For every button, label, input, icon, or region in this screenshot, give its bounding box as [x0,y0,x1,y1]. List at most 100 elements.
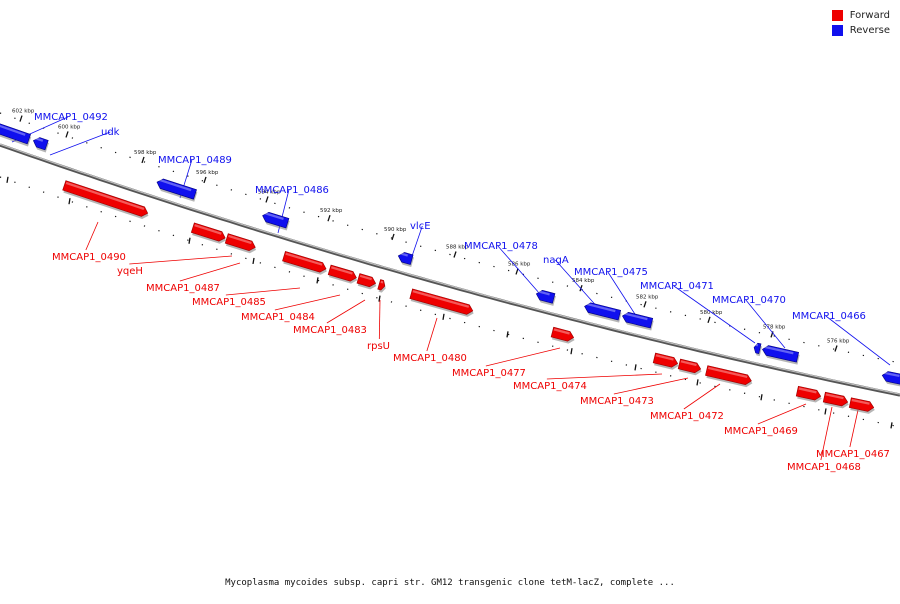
scale-dots-below [0,176,900,428]
scale-tick: 582 kbp [636,294,659,308]
gene-label-mmcap1-0475[interactable]: MMCAP1_0475 [574,267,648,278]
scale-tick-label: 576 kbp [827,339,850,345]
gene-yqeh[interactable] [190,222,229,245]
scale-minor-tick [252,257,255,265]
scale-tick-label: 578 kbp [763,324,786,330]
gene-mmcap1-0467[interactable] [848,397,876,415]
scale-minor-tick [506,331,509,338]
scale-tick-label: 582 kbp [636,294,659,300]
gene-label-mmcap1-0473[interactable]: MMCAP1_0473 [580,396,654,407]
gene-mmcap1-0486[interactable] [260,211,290,231]
gene-mmcap1-0472[interactable] [705,365,754,389]
gene-label-mmcap1-0477[interactable]: MMCAP1_0477 [452,368,526,379]
gene-mmcap1-0480[interactable] [409,288,475,318]
scale-minor-tick [570,348,573,355]
gene-label-mmcap1-0487[interactable]: MMCAP1_0487 [146,283,220,294]
scale-minor-tick [316,277,319,284]
scale-tick: 594 kbp [258,189,281,203]
gene-label-mmcap1-0466[interactable]: MMCAP1_0466 [792,311,866,322]
gene-mmcap1-0485[interactable] [282,250,329,276]
scale-minor-tick [6,176,9,183]
legend-forward-swatch [831,10,843,21]
legend-reverse-swatch [831,25,843,36]
gene-label-mmcap1-0483[interactable]: MMCAP1_0483 [293,325,367,336]
gene-mmcap1-0475[interactable] [621,311,655,331]
gene-mmcap1-0487[interactable] [224,233,259,255]
gene-label-udk[interactable]: udk [101,127,120,138]
leader-mmcap1-0485 [225,287,301,296]
scale-minor-tick [68,198,71,205]
gene-mmcap1-0466[interactable] [881,370,900,388]
scale-minor-tick [696,379,699,386]
leader-mmcap1-0484 [274,294,341,311]
leader-naga [555,259,601,311]
scale-tick: 586 kbp [508,261,531,275]
scale-tick: 580 kbp [700,310,723,324]
scale-minor-tick [890,422,893,429]
scale-dots-above [0,112,900,364]
gene-label-mmcap1-0480[interactable]: MMCAP1_0480 [393,353,467,364]
gene-label-mmcap1-0486[interactable]: MMCAP1_0486 [255,185,329,196]
leader-mmcap1-0472 [683,383,721,410]
gene-label-mmcap1-0478[interactable]: MMCAP1_0478 [464,241,538,252]
scale-minor-tick [634,364,637,371]
gene-label-mmcap1-0492[interactable]: MMCAP1_0492 [34,112,108,123]
leader-yqeh [129,255,233,265]
gene-udk[interactable] [31,136,50,153]
gene-naga[interactable] [583,302,622,323]
leader-mmcap1-0480 [426,317,438,352]
leader-mmcap1-0466 [825,315,891,366]
gene-mmcap1-0492[interactable] [0,122,32,147]
gene-rpsu[interactable] [377,279,388,294]
gene-label-rpsu[interactable]: rpsU [367,341,390,352]
gene-label-vlce[interactable]: vlcE [410,221,431,232]
scale-tick-label: 584 kbp [572,278,595,284]
backbone-line [0,143,900,397]
gene-mmcap1-0471[interactable] [752,342,763,357]
gene-label-mmcap1-0474[interactable]: MMCAP1_0474 [513,381,587,392]
leader-mmcap1-0470 [745,299,786,349]
leader-mmcap1-0473 [613,377,689,395]
scale-tick-label: 602 kbp [12,109,35,115]
gene-label-mmcap1-0470[interactable]: MMCAP1_0470 [712,295,786,306]
gene-label-mmcap1-0490[interactable]: MMCAP1_0490 [52,252,126,263]
scale-minor-tick [442,313,445,320]
gene-mmcap1-0484[interactable] [327,264,360,285]
gene-label-mmcap1-0472[interactable]: MMCAP1_0472 [650,411,724,422]
leader-udk [49,131,111,156]
gene-label-yqeh[interactable]: yqeH [117,266,143,277]
leader-rpsu [378,299,381,340]
gene-label-mmcap1-0467[interactable]: MMCAP1_0467 [816,449,890,460]
gene-label-mmcap1-0469[interactable]: MMCAP1_0469 [724,426,798,437]
gene-mmcap1-0489[interactable] [155,177,198,202]
scale-tick: 598 kbp [134,150,157,164]
gene-mmcap1-0470[interactable] [761,344,800,365]
gene-label-mmcap1-0471[interactable]: MMCAP1_0471 [640,281,714,292]
scale-minor-tick [188,237,191,244]
gene-vlce[interactable] [396,251,414,268]
gene-mmcap1-0477[interactable] [550,326,577,345]
gene-mmcap1-0490[interactable] [62,180,151,221]
leader-mmcap1-0469 [757,403,807,425]
scale-minor-tick [760,394,763,401]
scale-minor-tick [824,408,827,415]
gene-label-mmcap1-0485[interactable]: MMCAP1_0485 [192,297,266,308]
scale-tick: 588 kbp [446,245,469,258]
genome-backbone [0,143,900,397]
gene-mmcap1-0478[interactable] [534,289,556,306]
gene-label-naga[interactable]: nagA [543,255,569,266]
gene-mmcap1-0469[interactable] [795,385,824,403]
legend-reverse-label: Reverse [849,25,890,36]
scale-ticks: 602 kbp 600 kbp 598 kbp 596 kbp 594 kbp 592 k… [6,109,893,429]
gene-mmcap1-0473[interactable] [677,358,704,376]
scale-tick-label: 590 kbp [384,227,407,233]
leader-mmcap1-0487 [179,262,241,282]
gene-mmcap1-0468[interactable] [822,391,850,409]
gene-mmcap1-0474[interactable] [652,352,681,371]
gene-label-mmcap1-0489[interactable]: MMCAP1_0489 [158,155,232,166]
gene-label-mmcap1-0468[interactable]: MMCAP1_0468 [787,462,861,473]
legend-forward: Forward [831,8,890,23]
gene-mmcap1-0483[interactable] [356,273,378,291]
gene-label-mmcap1-0484[interactable]: MMCAP1_0484 [241,312,315,323]
